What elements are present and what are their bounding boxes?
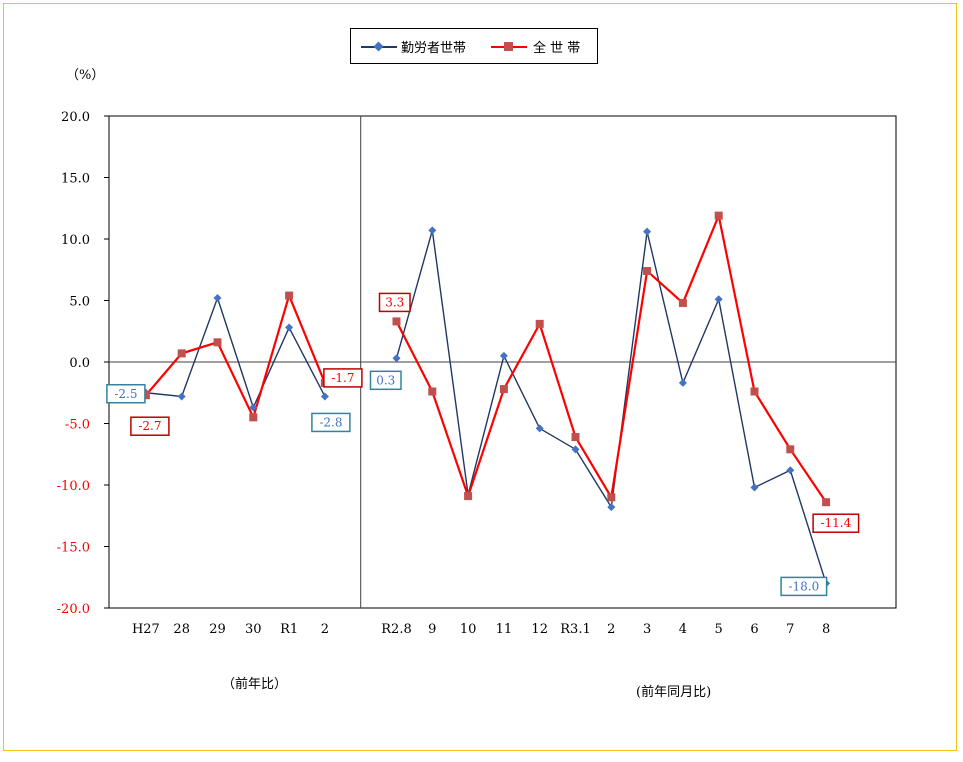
y-tick-label: 15.0: [61, 172, 90, 187]
point-series1: [678, 378, 687, 387]
point-series1: [320, 392, 329, 401]
data-label-box: [812, 513, 860, 533]
point-series2: [678, 298, 687, 307]
y-axis-unit-label: （%）: [66, 68, 105, 83]
point-series2: [786, 445, 795, 454]
data-label: -2.7: [138, 419, 161, 433]
series-line-2: [395, 211, 828, 503]
x-tick-label: 6: [750, 622, 758, 637]
point-series2: [750, 387, 759, 396]
point-series2: [607, 493, 616, 502]
data-label: 0.3: [376, 373, 395, 387]
point-series1: [392, 354, 401, 363]
legend-label-series1: 勤労者世帯: [401, 41, 467, 56]
point-series1: [428, 226, 437, 235]
point-series2: [392, 317, 401, 326]
x-tick-label: 10: [460, 622, 477, 637]
point-series1: [714, 295, 723, 304]
point-series1: [535, 424, 544, 433]
legend-marker-diamond-icon: [373, 41, 384, 52]
x-tick-label: 8: [822, 622, 830, 637]
point-series2: [499, 385, 508, 394]
data-label: -18.0: [788, 579, 819, 593]
x-tick-label: 9: [428, 622, 436, 637]
section-label-monthly: (前年同月比): [636, 685, 712, 700]
point-series1: [177, 392, 186, 401]
x-tick-label: 5: [715, 622, 723, 637]
x-tick-label: 30: [245, 622, 262, 637]
y-tick-label: 0.0: [69, 356, 90, 371]
y-tick-label: -10.0: [57, 479, 90, 494]
point-series1: [285, 323, 294, 332]
legend-label-series2: 全 世 帯: [533, 41, 581, 56]
data-label: -1.7: [331, 371, 354, 385]
y-tick-label: 5.0: [69, 295, 90, 310]
point-series1: [786, 466, 795, 475]
x-tick-label: 7: [786, 622, 794, 637]
y-tick-label: -15.0: [57, 541, 90, 556]
y-tick-label: -5.0: [65, 418, 90, 433]
section-label-annual: （前年比）: [222, 677, 288, 692]
point-series2: [141, 391, 150, 400]
x-tick-label: 11: [496, 622, 513, 637]
point-series2: [464, 492, 473, 501]
point-series1: [607, 503, 616, 512]
data-label-box: [106, 384, 146, 404]
point-series1: [213, 294, 222, 303]
x-tick-label: 12: [531, 622, 548, 637]
point-series2: [213, 338, 222, 347]
data-label-box: [130, 416, 170, 436]
x-tick-label: 29: [209, 622, 226, 637]
data-label-box: [780, 576, 828, 597]
x-tick-label: R2.8: [381, 622, 411, 637]
point-series2: [428, 387, 437, 396]
point-series1: [643, 227, 652, 236]
y-tick-label: 10.0: [61, 233, 90, 248]
data-label: -2.8: [319, 415, 342, 429]
point-series2: [285, 291, 294, 300]
point-series2: [249, 413, 258, 422]
point-series1: [750, 483, 759, 492]
x-tick-label: 3: [643, 622, 651, 637]
data-label-box: [323, 368, 363, 388]
x-tick-label: H27: [132, 622, 160, 637]
point-series1: [499, 351, 508, 360]
data-label-box: [378, 292, 411, 313]
point-series2: [535, 319, 544, 328]
x-tick-label: 2: [607, 622, 615, 637]
x-tick-label: R1: [280, 622, 298, 637]
chart-legend: 勤労者世帯 全 世 帯: [350, 28, 598, 64]
point-series2: [643, 266, 652, 275]
data-label-box: [311, 412, 351, 433]
point-series2: [714, 211, 723, 220]
point-series2: [177, 349, 186, 358]
legend-marker-square-icon: [504, 42, 513, 51]
data-label: -2.5: [114, 387, 137, 401]
point-series1: [571, 445, 580, 454]
chart-frame: [3, 3, 957, 751]
data-label: 3.3: [385, 295, 404, 309]
y-tick-label: -20.0: [57, 602, 90, 617]
x-tick-label: R3.1: [560, 622, 590, 637]
data-label-box: [369, 370, 402, 391]
x-tick-label: 2: [321, 622, 329, 637]
x-tick-label: 4: [679, 622, 687, 637]
series-line-2: [145, 292, 326, 421]
point-series1: [249, 403, 258, 412]
point-series2: [571, 433, 580, 442]
data-label: -11.4: [820, 516, 851, 530]
series-line-1: [395, 230, 827, 584]
point-series2: [822, 498, 831, 507]
y-tick-label: 20.0: [61, 110, 90, 125]
x-tick-label: 28: [173, 622, 190, 637]
series-line-1: [145, 295, 326, 410]
